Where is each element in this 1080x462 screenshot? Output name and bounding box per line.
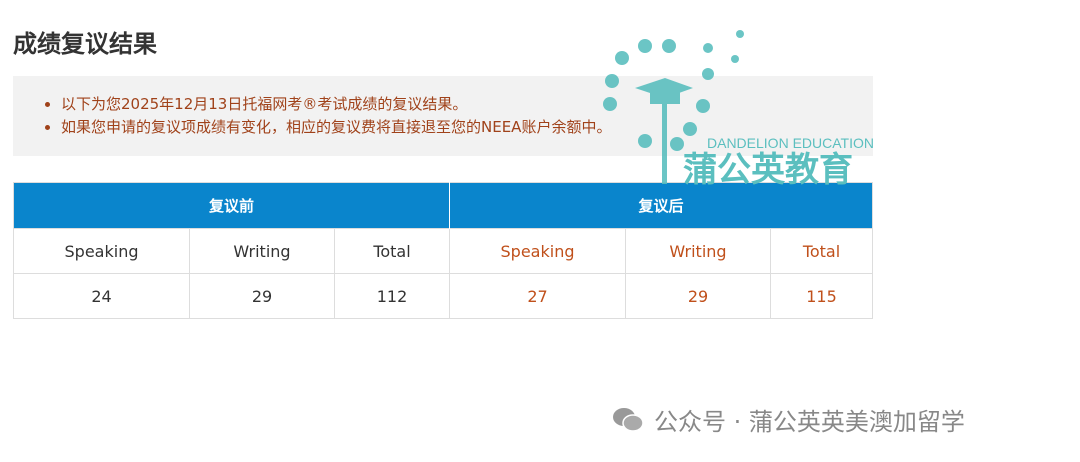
notice-item: 如果您申请的复议项成绩有变化，相应的复议费将直接退至您的NEEA账户余额中。 [61,116,873,139]
header-cell: Total [334,228,450,274]
header-cell: Speaking [13,228,190,274]
header-cell: Total [770,228,873,274]
wechat-icon [613,407,644,432]
value-cell: 112 [334,273,450,319]
group-before: 复议前 [13,182,450,229]
table-header-row: Speaking Writing Total Speaking Writing … [13,228,873,274]
header-cell: Speaking [449,228,626,274]
notice-box: 以下为您2025年12月13日托福网考®考试成绩的复议结果。 如果您申请的复议项… [13,76,873,156]
value-cell: 27 [449,273,626,319]
dandelion-logo-watermark: DANDELION EDUCATION 蒲公英教育 [603,30,874,186]
logo-text-cn: 蒲公英教育 [683,150,853,186]
group-after: 复议后 [449,182,873,229]
notice-item: 以下为您2025年12月13日托福网考®考试成绩的复议结果。 [61,93,873,116]
score-table: 复议前 复议后 Speaking Writing Total Speaking … [13,182,873,319]
value-cell: 24 [13,273,190,319]
logo-text-en: DANDELION EDUCATION [707,135,874,151]
value-cell: 29 [625,273,771,319]
header-cell: Writing [625,228,771,274]
value-cell: 115 [770,273,873,319]
table-row: 24 29 112 27 29 115 [13,273,873,319]
footer-text: 公众号 · 蒲公英英美澳加留学 [654,408,965,436]
page-title: 成绩复议结果 [13,30,157,58]
value-cell: 29 [189,273,335,319]
header-cell: Writing [189,228,335,274]
footer-watermark: 公众号 · 蒲公英英美澳加留学 [612,402,965,437]
